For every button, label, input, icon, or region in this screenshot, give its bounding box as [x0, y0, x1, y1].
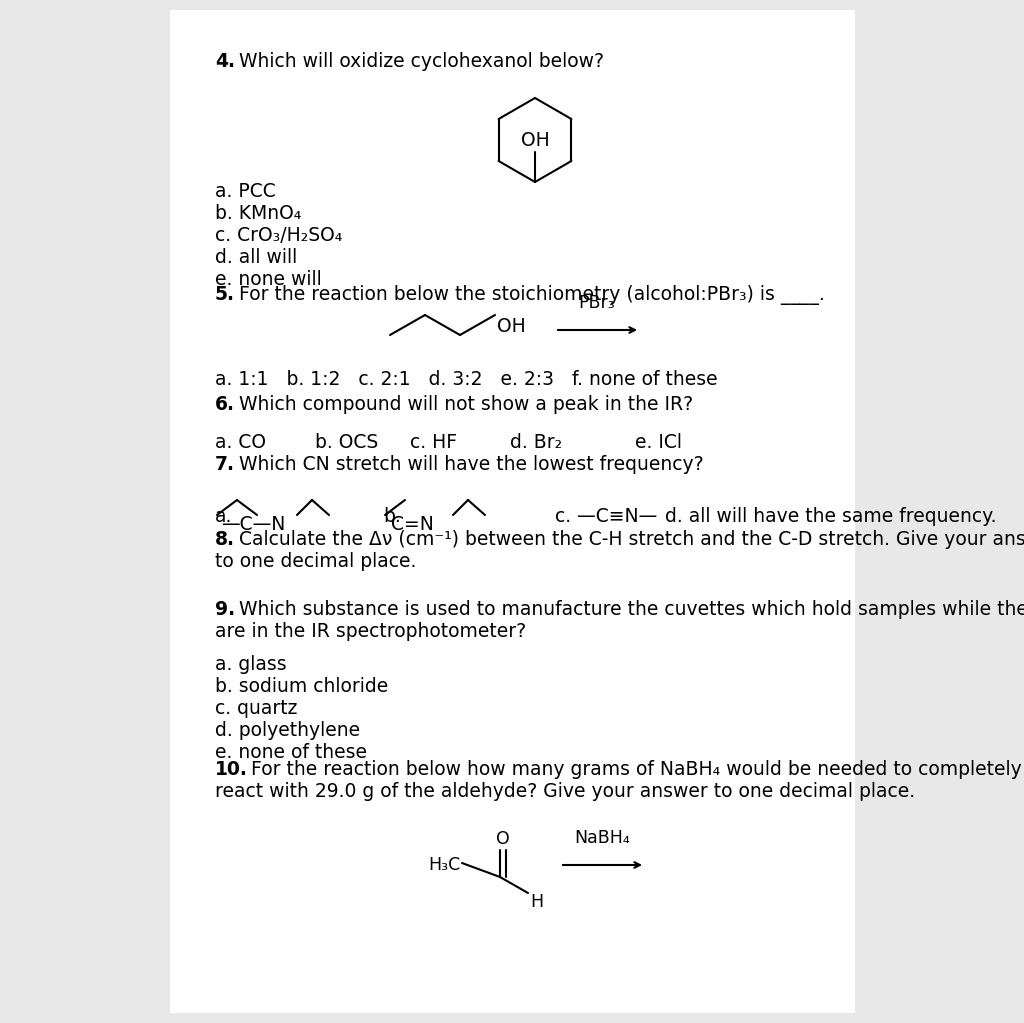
- Text: 7.: 7.: [215, 455, 234, 474]
- Text: —C—N: —C—N: [221, 515, 286, 534]
- Text: e. none of these: e. none of these: [215, 743, 367, 762]
- Text: H: H: [530, 893, 543, 911]
- Text: b. KMnO₄: b. KMnO₄: [215, 204, 301, 223]
- Text: 5.: 5.: [215, 285, 234, 304]
- Text: 9.: 9.: [215, 601, 236, 619]
- Text: 6.: 6.: [215, 395, 234, 414]
- Text: d. all will: d. all will: [215, 248, 297, 267]
- Text: O: O: [496, 830, 510, 848]
- Text: a.: a.: [215, 507, 232, 526]
- Text: For the reaction below the stoichiometry (alcohol:PBr₃) is ____.: For the reaction below the stoichiometry…: [233, 285, 824, 305]
- Text: ⁠C=N: ⁠C=N: [391, 515, 434, 534]
- Text: Calculate the Δν (cm⁻¹) between the C-H stretch and the C-D stretch. Give your a: Calculate the Δν (cm⁻¹) between the C-H …: [233, 530, 1024, 549]
- Text: c. CrO₃/H₂SO₄: c. CrO₃/H₂SO₄: [215, 226, 342, 244]
- Text: e. ICl: e. ICl: [635, 433, 682, 452]
- Text: 8.: 8.: [215, 530, 234, 549]
- Text: d. Br₂: d. Br₂: [510, 433, 562, 452]
- Text: b.: b.: [383, 507, 400, 526]
- Text: H₃C: H₃C: [428, 856, 460, 874]
- Text: a. CO: a. CO: [215, 433, 266, 452]
- Text: NaBH₄: NaBH₄: [574, 829, 630, 847]
- Text: Which will oxidize cyclohexanol below?: Which will oxidize cyclohexanol below?: [233, 52, 604, 71]
- Text: c. —C≡N—: c. —C≡N—: [555, 507, 657, 526]
- Text: b. OCS: b. OCS: [315, 433, 378, 452]
- Text: 4.: 4.: [215, 52, 234, 71]
- Text: 10.: 10.: [215, 760, 248, 779]
- Text: d. all will have the same frequency.: d. all will have the same frequency.: [665, 507, 996, 526]
- Text: b. sodium chloride: b. sodium chloride: [215, 677, 388, 696]
- Text: a. glass: a. glass: [215, 655, 287, 674]
- Bar: [170, 10, 855, 1013]
- Text: Which substance is used to manufacture the cuvettes which hold samples while the: Which substance is used to manufacture t…: [233, 601, 1024, 619]
- Text: a. PCC: a. PCC: [215, 182, 275, 201]
- Text: For the reaction below how many grams of NaBH₄ would be needed to completely: For the reaction below how many grams of…: [245, 760, 1022, 779]
- Text: Which CN stretch will have the lowest frequency?: Which CN stretch will have the lowest fr…: [233, 455, 703, 474]
- Text: OH: OH: [520, 131, 549, 150]
- Text: c. HF: c. HF: [410, 433, 457, 452]
- Text: d. polyethylene: d. polyethylene: [215, 721, 360, 740]
- Text: Which compound will not show a peak in the IR?: Which compound will not show a peak in t…: [233, 395, 693, 414]
- Text: c. quartz: c. quartz: [215, 699, 297, 718]
- Text: react with 29.0 g of the aldehyde? Give your answer to one decimal place.: react with 29.0 g of the aldehyde? Give …: [215, 782, 915, 801]
- Text: a. 1:1   b. 1:2   c. 2:1   d. 3:2   e. 2:3   f. none of these: a. 1:1 b. 1:2 c. 2:1 d. 3:2 e. 2:3 f. no…: [215, 370, 718, 389]
- Text: are in the IR spectrophotometer?: are in the IR spectrophotometer?: [215, 622, 526, 641]
- Text: OH: OH: [497, 317, 525, 336]
- Text: to one decimal place.: to one decimal place.: [215, 552, 417, 571]
- Text: PBr₃: PBr₃: [579, 294, 615, 312]
- Text: e. none will: e. none will: [215, 270, 322, 290]
